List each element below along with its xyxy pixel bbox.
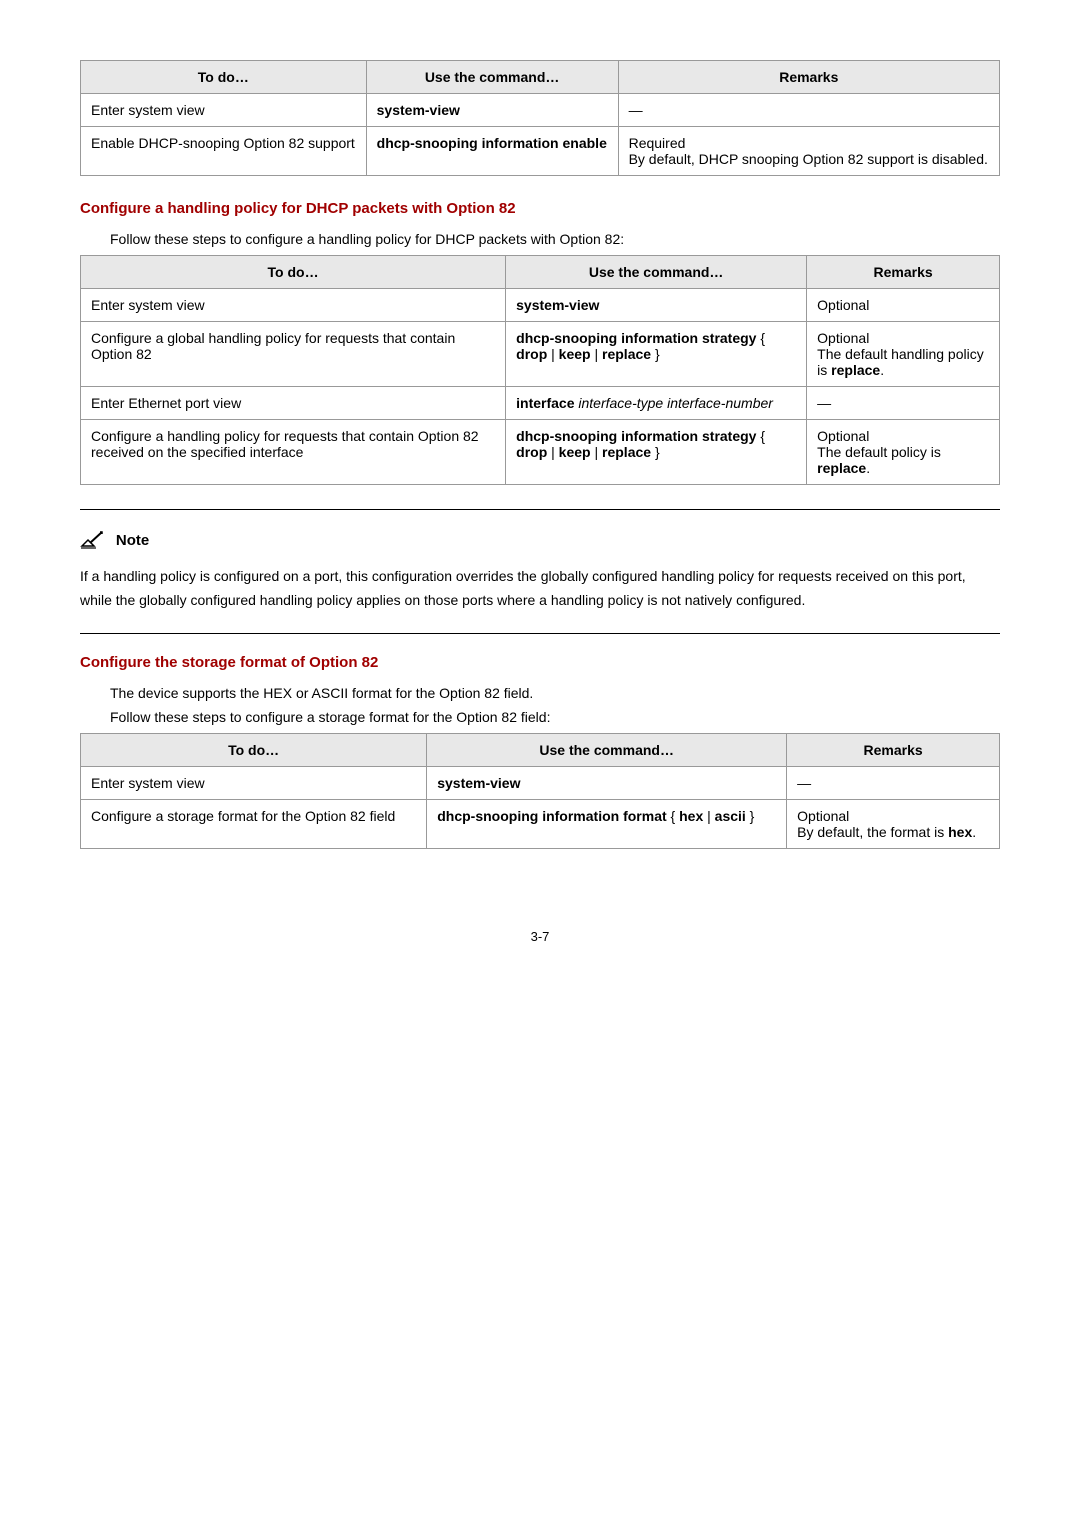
section-heading: Configure the storage format of Option 8…: [80, 654, 1000, 671]
cell: system-view: [366, 94, 618, 127]
col-header: Remarks: [618, 61, 999, 94]
section-heading: Configure a handling policy for DHCP pac…: [80, 200, 1000, 217]
cell: —: [787, 766, 1000, 799]
table-row: Configure a global handling policy for r…: [81, 322, 1000, 387]
col-header: Use the command…: [366, 61, 618, 94]
cell: Configure a handling policy for requests…: [81, 420, 506, 485]
section-intro: Follow these steps to configure a storag…: [110, 709, 1000, 725]
table-row: Enter Ethernet port view interface inter…: [81, 387, 1000, 420]
cell: Enter system view: [81, 289, 506, 322]
cell: dhcp-snooping information strategy { dro…: [506, 420, 807, 485]
table-row: Enter system view system-view Optional: [81, 289, 1000, 322]
note-block: Note If a handling policy is configured …: [80, 530, 1000, 613]
note-icon: [80, 530, 106, 553]
cell: OptionalThe default policy is replace.: [807, 420, 1000, 485]
divider: [80, 633, 1000, 634]
col-header: Use the command…: [506, 256, 807, 289]
table-1: To do… Use the command… Remarks Enter sy…: [80, 60, 1000, 176]
cell: Enter system view: [81, 94, 367, 127]
section-intro: The device supports the HEX or ASCII for…: [110, 685, 1000, 701]
table-row: To do… Use the command… Remarks: [81, 256, 1000, 289]
col-header: To do…: [81, 256, 506, 289]
cell: Enable DHCP-snooping Option 82 support: [81, 127, 367, 176]
col-header: To do…: [81, 733, 427, 766]
table-row: To do… Use the command… Remarks: [81, 61, 1000, 94]
col-header: To do…: [81, 61, 367, 94]
cell: OptionalThe default handling policy is r…: [807, 322, 1000, 387]
table-row: Configure a storage format for the Optio…: [81, 799, 1000, 848]
table-row: To do… Use the command… Remarks: [81, 733, 1000, 766]
divider: [80, 509, 1000, 510]
cell: interface interface-type interface-numbe…: [506, 387, 807, 420]
cell: OptionalBy default, the format is hex.: [787, 799, 1000, 848]
table-row: Enable DHCP-snooping Option 82 support d…: [81, 127, 1000, 176]
cell: Optional: [807, 289, 1000, 322]
col-header: Remarks: [787, 733, 1000, 766]
cell: system-view: [427, 766, 787, 799]
cell: system-view: [506, 289, 807, 322]
cell: —: [618, 94, 999, 127]
cell: Configure a global handling policy for r…: [81, 322, 506, 387]
section-intro: Follow these steps to configure a handli…: [110, 231, 1000, 247]
table-3: To do… Use the command… Remarks Enter sy…: [80, 733, 1000, 849]
table-row: Enter system view system-view —: [81, 766, 1000, 799]
cell: —: [807, 387, 1000, 420]
table-2: To do… Use the command… Remarks Enter sy…: [80, 255, 1000, 485]
table-row: Enter system view system-view —: [81, 94, 1000, 127]
col-header: Use the command…: [427, 733, 787, 766]
cell: dhcp-snooping information format { hex |…: [427, 799, 787, 848]
cell: RequiredBy default, DHCP snooping Option…: [618, 127, 999, 176]
note-text: If a handling policy is configured on a …: [80, 565, 1000, 613]
table-row: Configure a handling policy for requests…: [81, 420, 1000, 485]
cell: Enter system view: [81, 766, 427, 799]
note-label: Note: [116, 532, 149, 549]
cell: Configure a storage format for the Optio…: [81, 799, 427, 848]
cell: Enter Ethernet port view: [81, 387, 506, 420]
cell: dhcp-snooping information enable: [366, 127, 618, 176]
col-header: Remarks: [807, 256, 1000, 289]
cell: dhcp-snooping information strategy { dro…: [506, 322, 807, 387]
page-number: 3-7: [80, 929, 1000, 944]
